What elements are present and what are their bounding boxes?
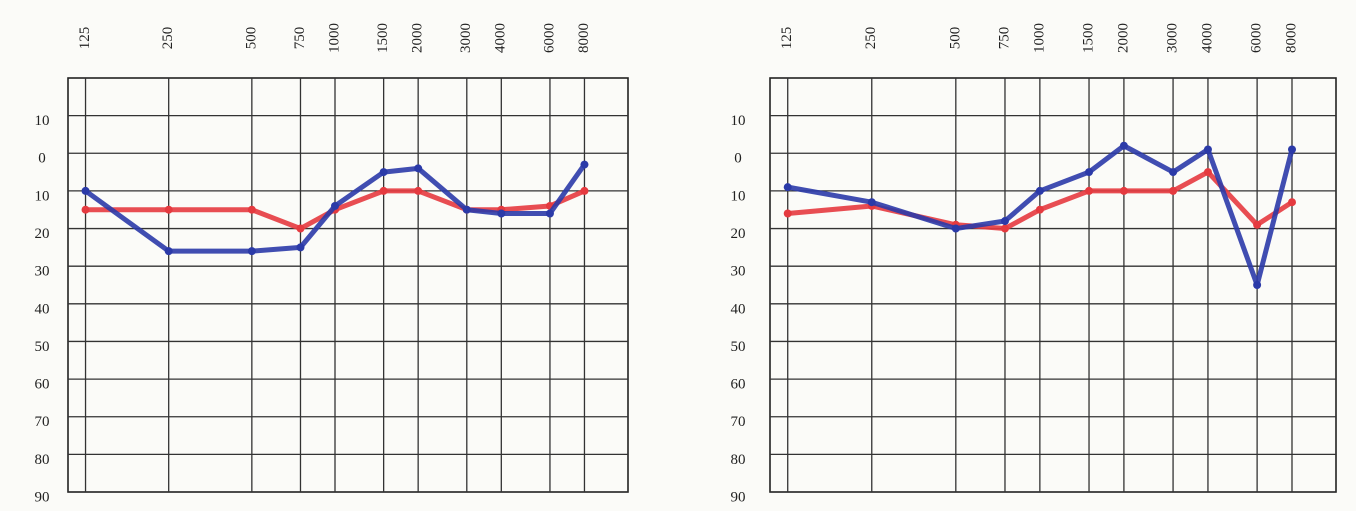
y-tick-label: 10 — [35, 188, 50, 204]
x-tick-label: 500 — [947, 27, 963, 50]
data-point — [783, 183, 792, 192]
y-tick-label: 40 — [731, 301, 746, 317]
data-point — [1035, 205, 1044, 214]
x-tick-label: 1000 — [326, 23, 342, 53]
y-tick-label: 20 — [731, 226, 746, 242]
x-tick-label: 4000 — [1199, 23, 1215, 53]
data-point — [580, 186, 589, 195]
data-point — [414, 164, 423, 173]
x-tick-label: 6000 — [1249, 23, 1265, 53]
data-point — [1119, 141, 1128, 150]
y-tick-label: 50 — [35, 339, 50, 355]
data-point — [1203, 145, 1212, 154]
data-point — [379, 186, 388, 195]
data-point — [247, 247, 256, 256]
x-tick-label: 6000 — [541, 23, 557, 53]
y-tick-label: 70 — [35, 414, 50, 430]
data-point — [247, 205, 256, 214]
data-point — [1119, 186, 1128, 195]
data-point — [1000, 224, 1009, 233]
data-point — [497, 209, 506, 218]
plot-frame — [67, 77, 629, 493]
y-tick-label: 60 — [731, 377, 746, 393]
x-tick-label: 125 — [77, 27, 93, 50]
y-tick-label: 20 — [35, 226, 50, 242]
data-point — [1035, 186, 1044, 195]
data-point — [1253, 220, 1262, 229]
x-tick-label: 250 — [160, 27, 176, 50]
y-tick-label: 80 — [731, 452, 746, 468]
x-tick-label: 4000 — [493, 23, 509, 53]
data-point — [81, 205, 90, 214]
y-tick-label: 30 — [35, 264, 50, 280]
x-tick-label: 250 — [863, 27, 879, 50]
data-point — [580, 160, 589, 169]
data-point — [414, 186, 423, 195]
data-point — [164, 247, 173, 256]
data-point — [296, 243, 305, 252]
x-tick-label: 2000 — [1115, 23, 1131, 53]
x-tick-label: 1500 — [375, 23, 391, 53]
y-tick-label: 30 — [731, 264, 746, 280]
data-point — [379, 168, 388, 177]
x-tick-label: 3000 — [1165, 23, 1181, 53]
data-point — [1085, 168, 1094, 177]
y-tick-label: 10 — [731, 113, 746, 129]
x-tick-label: 2000 — [410, 23, 426, 53]
y-tick-label: 0 — [38, 151, 46, 167]
x-tick-label: 1500 — [1080, 23, 1096, 53]
data-point — [1169, 168, 1178, 177]
y-tick-label: 90 — [35, 489, 50, 505]
x-tick-label: 750 — [996, 27, 1012, 50]
plot-frame — [769, 77, 1337, 493]
x-tick-label: 8000 — [1283, 23, 1299, 53]
data-point — [1000, 217, 1009, 226]
x-tick-label: 1000 — [1031, 23, 1047, 53]
y-tick-label: 50 — [731, 339, 746, 355]
data-point — [1169, 186, 1178, 195]
x-tick-label: 500 — [243, 27, 259, 50]
y-tick-label: 10 — [731, 188, 746, 204]
x-tick-label: 8000 — [576, 23, 592, 53]
data-point — [81, 186, 90, 195]
data-point — [1253, 281, 1262, 289]
data-point — [296, 224, 305, 233]
y-tick-label: 60 — [35, 377, 50, 393]
data-point — [783, 209, 792, 218]
x-tick-label: 750 — [292, 27, 308, 50]
data-point — [331, 201, 340, 210]
data-point — [545, 209, 554, 218]
y-tick-label: 90 — [731, 489, 746, 505]
y-tick-label: 10 — [35, 113, 50, 129]
data-point — [951, 224, 960, 233]
data-point — [164, 205, 173, 214]
y-tick-label: 70 — [731, 414, 746, 430]
y-tick-label: 40 — [35, 301, 50, 317]
data-point — [462, 205, 471, 214]
data-point — [1085, 186, 1094, 195]
data-point — [867, 198, 876, 207]
y-tick-label: 80 — [35, 452, 50, 468]
x-tick-label: 3000 — [458, 23, 474, 53]
y-tick-label: 0 — [734, 151, 742, 167]
data-point — [1287, 198, 1296, 207]
x-tick-label: 125 — [779, 27, 795, 50]
data-point — [1203, 168, 1212, 177]
data-point — [1287, 145, 1296, 154]
